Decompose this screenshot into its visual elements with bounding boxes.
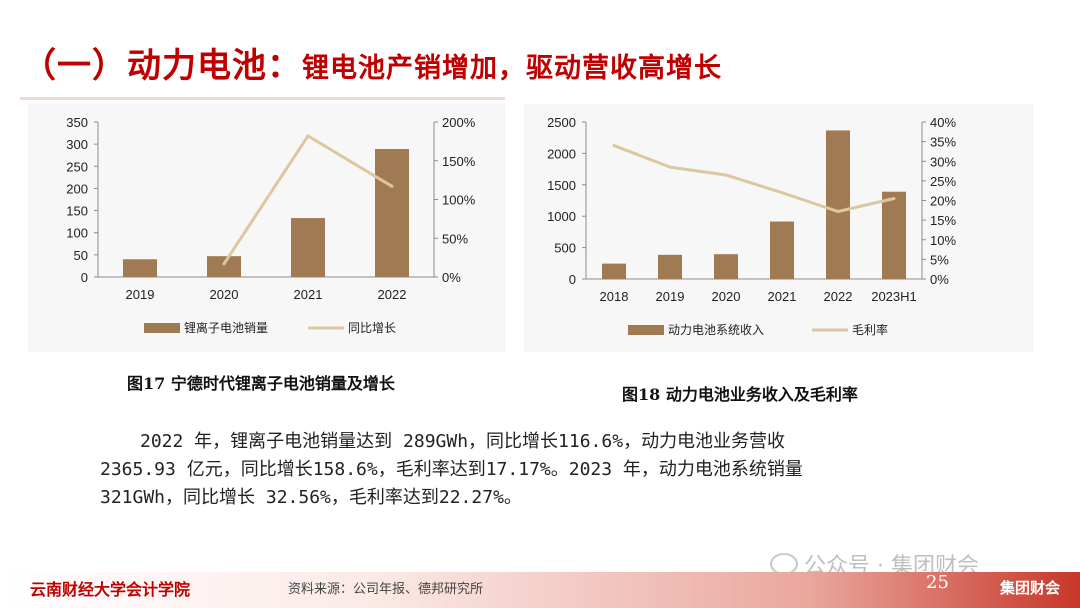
legend-bar-label: 动力电池系统收入 [668,323,764,337]
legend-line-label: 同比增长 [348,321,396,335]
chart-panel-battery-sales: 0 50 100 150 200 250 300 350 0% 50% 100% 150% 200% 20… [28,104,506,352]
y-left-tick-label: 50 [74,248,88,263]
y-right-tick-label: 100% [442,193,476,208]
y-left-tick-label: 2000 [547,146,576,161]
body-line-1: 2022 年，锂离子电池销量达到 289GWh，同比增长116.6%，动力电池业… [140,431,786,452]
y-left-tick-label: 1500 [547,178,576,193]
slide-title-main: （一）动力电池： [22,46,302,86]
y-left-tick-label: 300 [66,137,88,152]
y-right-tick-label: 30% [930,154,956,169]
footer-brand: 集团财会 [1000,579,1061,597]
slide-title-sub: 锂电池产销增加，驱动营收高增长 [302,53,722,84]
slide-title: （一）动力电池：锂电池产销增加，驱动营收高增长 [22,38,722,87]
y-right-tick-label: 0% [930,272,949,287]
y-left-tick-label: 500 [554,241,576,256]
chart-caption-17: 图17 宁德时代锂离子电池销量及增长 [127,374,395,393]
x-tick-label: 2020 [210,287,239,302]
power-battery-revenue-chart: 0 500 1000 1500 2000 2500 0% 5% 10% 15% 20% 25% 30% 3… [547,115,956,337]
y-left-tick-label: 0 [81,270,88,285]
x-tick-label: 2021 [294,287,323,302]
body-paragraph: 2022 年，锂离子电池销量达到 289GWh，同比增长116.6%，动力电池业… [100,428,940,512]
y-right-tick-label: 20% [930,194,956,209]
line-point [390,184,394,188]
bar [658,254,682,279]
bar [375,149,409,277]
line-point [892,197,896,201]
footer-institution: 云南财经大学会计学院 [30,580,191,599]
x-tick-label: 2022 [378,287,407,302]
bar [714,254,738,279]
y-right-tick-label: 35% [930,135,956,150]
x-tick-label: 2020 [712,289,741,304]
x-tick-label: 2021 [768,289,797,304]
y-right-tick-label: 150% [442,154,476,169]
y-left-tick-label: 2500 [547,115,576,130]
y-left-tick-label: 1000 [547,209,576,224]
y-right-tick-label: 0% [442,270,461,285]
series-line [613,144,895,213]
bar [826,130,850,279]
line-point [306,134,310,138]
legend-bar-swatch [144,323,180,333]
y-left-tick-label: 350 [66,115,88,130]
battery-sales-chart: 0 50 100 150 200 250 300 350 0% 50% 100% 150% 200% 20… [66,115,476,335]
y-right-tick-label: 40% [930,115,956,130]
y-left-tick-label: 0 [569,272,576,287]
x-tick-label: 2023H1 [871,289,917,304]
x-tick-label: 2018 [600,289,629,304]
x-tick-label: 2022 [824,289,853,304]
body-line-3: 321GWh，同比增长 32.56%，毛利率达到22.27%。 [100,487,522,508]
bar [207,256,241,277]
y-left-tick-label: 150 [66,204,88,219]
y-right-tick-label: 50% [442,231,468,246]
y-right-tick-label: 200% [442,115,476,130]
y-right-tick-label: 10% [930,233,956,248]
bar [602,263,626,279]
page-number: 25 [926,572,949,593]
legend-bar-swatch [628,325,664,335]
bar [123,259,157,277]
footer-source: 资料来源：公司年报、德邦研究所 [288,582,484,597]
line-point [724,173,728,177]
y-left-tick-label: 100 [66,226,88,241]
line-point [668,165,672,169]
y-right-tick-label: 15% [930,213,956,228]
line-point [780,191,784,195]
body-line-2: 2365.93 亿元，同比增长158.6%，毛利率达到17.17%。2023 年… [100,459,803,480]
footer-bar [0,572,1080,608]
line-point [222,262,226,266]
x-tick-label: 2019 [126,287,155,302]
legend-line-label: 毛利率 [852,322,888,337]
bar [770,221,794,279]
y-right-tick-label: 25% [930,174,956,189]
y-right-tick-label: 5% [930,252,949,267]
bar [291,218,325,277]
y-left-tick-label: 200 [66,181,88,196]
line-point [612,144,616,148]
x-tick-label: 2019 [656,289,685,304]
legend-bar-label: 锂离子电池销量 [184,320,268,335]
chart-caption-18: 图18 动力电池业务收入及毛利率 [622,385,858,404]
chart-panel-power-battery-revenue: 0 500 1000 1500 2000 2500 0% 5% 10% 15% 20% 25% 30% 3… [524,104,1034,352]
y-left-tick-label: 250 [66,159,88,174]
title-divider [20,97,505,100]
bar [882,191,906,279]
line-point [836,209,840,213]
